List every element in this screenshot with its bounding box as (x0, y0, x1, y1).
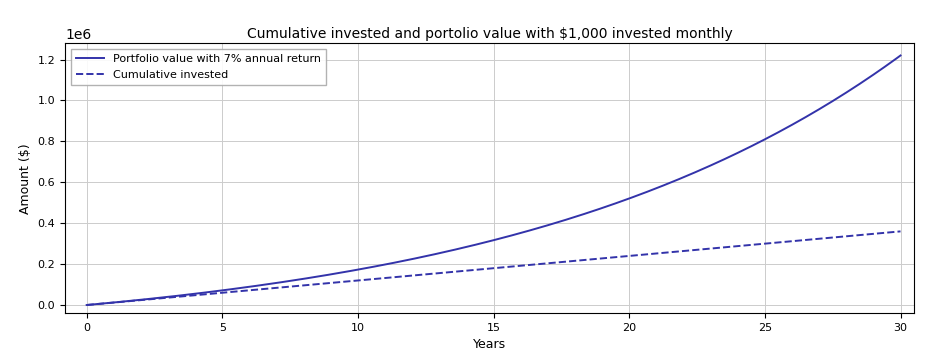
Cumulative invested (571, 258, 582, 263)
Y-axis label: Amount ($): Amount ($) (19, 143, 32, 213)
Portfolio value with 7% annual return (81, 303, 92, 307)
Title: Cumulative invested and portolio value with $1,000 invested monthly: Cumulative invested and portolio value w… (247, 27, 731, 41)
X-axis label: Years: Years (473, 338, 505, 351)
Portfolio value with 7% annual return (571, 214, 582, 219)
Cumulative invested (894, 229, 905, 234)
Cumulative invested (81, 303, 92, 307)
Portfolio value with 7% annual return (104, 301, 115, 305)
Portfolio value with 7% annual return (894, 53, 905, 58)
Cumulative invested (544, 261, 555, 265)
Legend: Portfolio value with 7% annual return, Cumulative invested: Portfolio value with 7% annual return, C… (70, 49, 326, 85)
Cumulative invested (590, 257, 601, 261)
Portfolio value with 7% annual return (590, 208, 601, 212)
Portfolio value with 7% annual return (544, 222, 555, 227)
Portfolio value with 7% annual return (233, 286, 244, 291)
Line: Cumulative invested: Cumulative invested (86, 231, 899, 305)
Line: Portfolio value with 7% annual return: Portfolio value with 7% annual return (86, 55, 899, 305)
Cumulative invested (794, 238, 806, 243)
Cumulative invested (233, 289, 244, 293)
Portfolio value with 7% annual return (794, 118, 806, 122)
Cumulative invested (104, 301, 115, 305)
